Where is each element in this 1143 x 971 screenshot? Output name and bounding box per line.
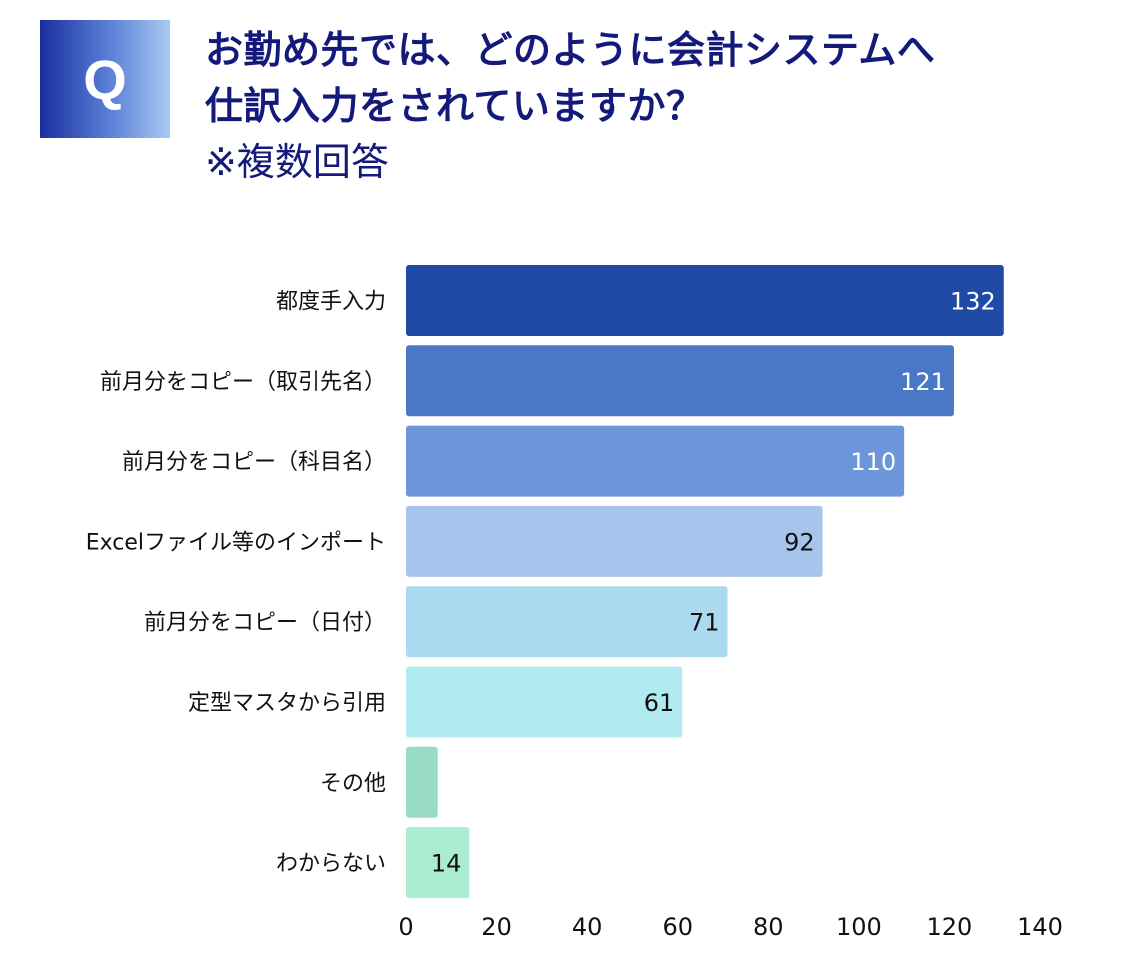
x-tick-label-0: 0 (398, 913, 413, 941)
data-label-3: 110 (850, 448, 896, 476)
data-label-8: 14 (431, 850, 462, 878)
x-tick-label-140: 140 (1017, 913, 1063, 941)
data-label-6: 61 (644, 689, 675, 717)
chart-title-block: お勤め先では、どのように会計システムへ 仕訳入力をされていますか？ ※複数回答 (205, 22, 1105, 190)
x-tick-label-60: 60 (662, 913, 693, 941)
data-label-1: 132 (950, 288, 996, 316)
bar-2 (406, 345, 954, 417)
bar-6 (406, 666, 683, 738)
category-label-4: Excelファイル等のインポート (86, 530, 386, 555)
chart-title-line-2: 仕訳入力をされていますか？ (205, 84, 705, 128)
bar-8 (406, 827, 470, 899)
chart-subtitle: ※複数回答 (205, 140, 389, 184)
bar-4 (406, 505, 823, 577)
category-label-8: わからない (276, 852, 386, 877)
bar-5 (406, 586, 728, 658)
category-label-5: 前月分をコピー（日付） (144, 611, 386, 636)
x-tick-label-20: 20 (481, 913, 512, 941)
question-badge: Q (40, 20, 170, 138)
chart-title-line-1: お勤め先では、どのように会計システムへ (205, 28, 936, 72)
category-label-7: その他 (320, 771, 386, 796)
category-label-3: 前月分をコピー（科目名） (122, 450, 386, 475)
category-label-1: 都度手入力 (276, 290, 386, 315)
bar-3 (406, 425, 905, 497)
category-label-2: 前月分をコピー（取引先名） (100, 370, 386, 395)
data-label-4: 92 (784, 528, 815, 556)
category-label-6: 定型マスタから引用 (188, 691, 386, 716)
x-tick-label-120: 120 (927, 913, 973, 941)
data-label-5: 71 (689, 609, 720, 637)
bar-7 (406, 746, 438, 818)
x-tick-label-80: 80 (753, 913, 784, 941)
x-tick-label-100: 100 (836, 913, 882, 941)
bar-1 (406, 265, 1004, 336)
x-tick-label-40: 40 (572, 913, 603, 941)
data-label-2: 121 (900, 368, 946, 396)
question-badge-letter: Q (83, 47, 127, 111)
